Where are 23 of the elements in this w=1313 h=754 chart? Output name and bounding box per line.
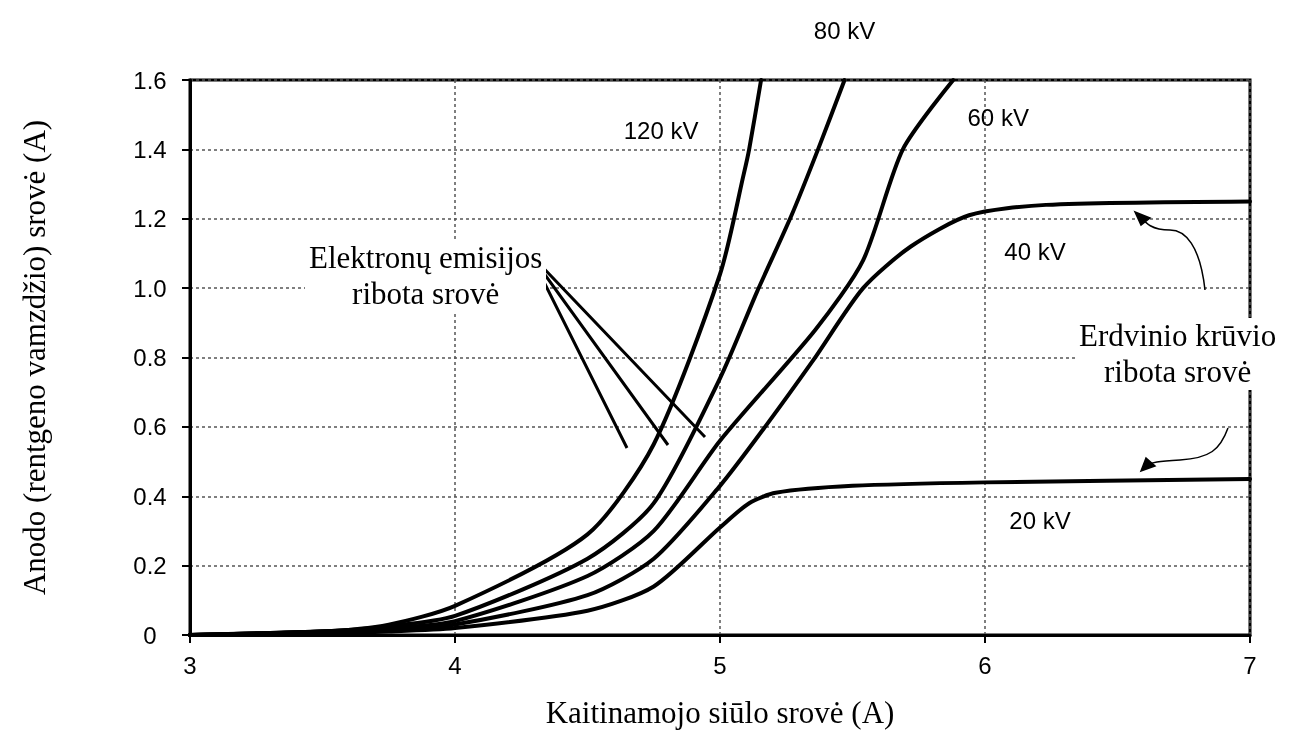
annotation: Elektronų emisijos ribota srovė bbox=[305, 240, 547, 312]
series-label: 60 kV bbox=[967, 103, 1029, 131]
y-tick-label: 0.8 bbox=[133, 344, 167, 371]
y-tick-label: 0.4 bbox=[133, 482, 167, 510]
x-axis-title: Kaitinamojo siūlo srovė (A) bbox=[545, 695, 895, 730]
x-tick-label: 5 bbox=[713, 651, 727, 679]
x-tick-label: 7 bbox=[1243, 651, 1257, 679]
series-label: 80 kV bbox=[813, 16, 876, 44]
y-tick-label: 1.0 bbox=[133, 274, 167, 302]
x-tick-label: 3 bbox=[183, 651, 197, 679]
text: 120 kV bbox=[623, 116, 699, 144]
y-tick-label: 1.6 bbox=[133, 66, 167, 94]
y-tick-label: 1.4 bbox=[133, 135, 167, 163]
x-tick-label: 6 bbox=[978, 651, 992, 679]
y-tick-label: 0.2 bbox=[133, 552, 167, 580]
annotation: Erdvinio krūvio ribota srovė bbox=[1075, 318, 1281, 390]
x-tick-label: 4 bbox=[448, 651, 462, 679]
series-label: 40 kV bbox=[1004, 237, 1066, 265]
y-tick-label: 1.2 bbox=[133, 205, 167, 233]
series-label: 20 kV bbox=[1009, 507, 1071, 535]
y-tick-label: 0 bbox=[143, 621, 157, 649]
y-axis-title: Anodo (rentgeno vamzdžio) srovė (A) bbox=[17, 119, 52, 596]
y-tick-label: 0.6 bbox=[133, 413, 167, 441]
